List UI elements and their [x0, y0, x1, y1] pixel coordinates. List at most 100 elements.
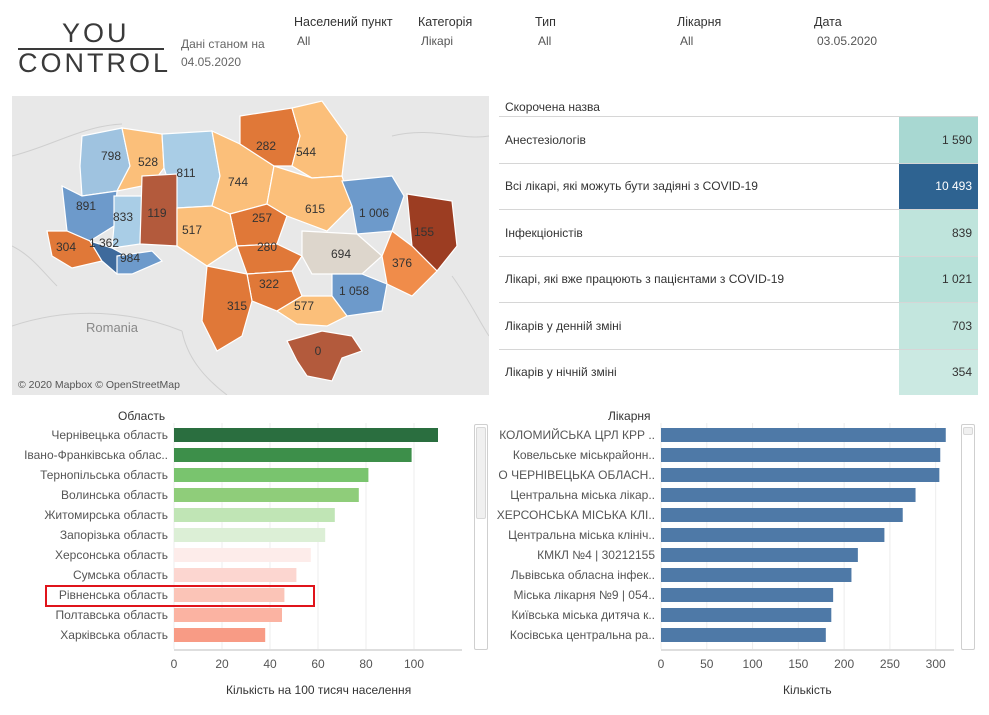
filter-label: Категорія [418, 15, 473, 29]
filter-settlement[interactable]: Населений пункт All [294, 15, 393, 48]
bar[interactable] [661, 628, 826, 642]
bar[interactable] [174, 568, 297, 582]
map-label: 528 [138, 155, 158, 169]
map-label: 798 [101, 149, 121, 163]
map-label: 833 [113, 210, 133, 224]
bar[interactable] [174, 528, 326, 542]
filter-value[interactable]: 03.05.2020 [817, 34, 878, 48]
bar[interactable] [661, 548, 858, 562]
category-label: Тернопільська область [40, 468, 168, 482]
region-kirovohrad[interactable] [236, 243, 303, 275]
map-value-labels: 798 528 811 744 282 544 891 833 119 257 … [56, 139, 434, 358]
bar[interactable] [661, 608, 832, 622]
table-row-value: 839 [899, 210, 978, 256]
bar[interactable] [661, 428, 946, 442]
filter-value[interactable]: All [538, 34, 552, 48]
filter-date[interactable]: Дата 03.05.2020 [814, 15, 877, 48]
filter-hospital[interactable]: Лікарня All [677, 15, 721, 48]
bar[interactable] [661, 588, 834, 602]
filter-label: Населений пункт [294, 15, 393, 29]
ukraine-map[interactable]: 798 528 811 744 282 544 891 833 119 257 … [12, 96, 489, 395]
region-kherson[interactable] [275, 295, 348, 327]
scrollbar-thumb[interactable] [476, 427, 486, 519]
bar[interactable] [174, 468, 369, 482]
region-luhansk[interactable] [406, 193, 458, 272]
map-label: 376 [392, 256, 412, 270]
map-canvas[interactable]: 798 528 811 744 282 544 891 833 119 257 … [12, 96, 489, 395]
map-label: 694 [331, 247, 351, 261]
hospital-chart-xlabel: Кількість [783, 683, 832, 697]
bar[interactable] [174, 508, 335, 522]
category-label: Житомирська область [44, 508, 168, 522]
region-sumy[interactable] [291, 100, 348, 179]
category-label: Рівненська область [59, 588, 168, 602]
scrollbar-thumb[interactable] [963, 427, 973, 435]
x-tick-label: 100 [743, 657, 763, 671]
category-label: Полтавська область [55, 608, 168, 622]
bar[interactable] [174, 448, 412, 462]
bar[interactable] [174, 608, 282, 622]
map-label: 322 [259, 277, 279, 291]
logo-rule [18, 48, 164, 50]
category-label: КОЛОМИЙСЬКА ЦРЛ КРР .. [499, 427, 655, 442]
bar[interactable] [661, 568, 852, 582]
filter-category[interactable]: Категорія Лікарі [418, 15, 472, 48]
bar[interactable] [174, 428, 438, 442]
table-row[interactable]: Лікарів у нічній зміні 354 [499, 348, 978, 395]
bar[interactable] [661, 448, 941, 462]
bar[interactable] [174, 548, 311, 562]
table-row-label: Лікарів у нічній зміні [505, 365, 617, 380]
region-chart-scrollbar[interactable] [474, 424, 488, 650]
filter-value[interactable]: Лікарі [421, 34, 454, 48]
hospital-chart-scrollbar[interactable] [961, 424, 975, 650]
map-label: 811 [176, 166, 195, 180]
bar[interactable] [661, 508, 903, 522]
logo-text-top: YOU [62, 18, 130, 48]
table-row[interactable]: Інфекціоністів 839 [499, 209, 978, 256]
bar[interactable] [661, 528, 885, 542]
filter-type[interactable]: Тип All [535, 15, 556, 48]
category-label: Київська міська дитяча к.. [511, 608, 655, 622]
x-tick-label: 250 [880, 657, 900, 671]
region-crimea[interactable] [286, 330, 363, 382]
bar[interactable] [661, 468, 940, 482]
filter-label: Дата [814, 15, 842, 29]
map-label: 280 [257, 240, 277, 254]
table-row[interactable]: Лікарів у денній зміні 703 [499, 302, 978, 349]
map-label: 257 [252, 211, 272, 225]
table-row[interactable]: Лікарі, які вже працюють з пацієнтами з … [499, 255, 978, 302]
filter-label: Лікарня [677, 15, 722, 29]
table-row-label: Анестезіологів [505, 132, 586, 147]
bar[interactable] [661, 488, 916, 502]
category-label: Центральна міська лікар.. [510, 488, 655, 502]
map-label: 544 [296, 145, 316, 159]
bar[interactable] [174, 488, 359, 502]
region-odesa[interactable] [201, 265, 253, 352]
x-tick-label: 20 [215, 657, 229, 671]
region-ternopil[interactable] [111, 195, 143, 249]
category-label: Львівська обласна інфек.. [511, 568, 655, 582]
x-tick-label: 80 [359, 657, 373, 671]
map-label: 119 [147, 206, 166, 220]
bar[interactable] [174, 588, 285, 602]
region-donetsk[interactable] [381, 230, 438, 297]
table-row[interactable]: Анестезіологів 1 590 [499, 116, 978, 163]
hospital-chart-title: Лікарня [608, 409, 651, 423]
map-borders [12, 123, 489, 395]
x-tick-label: 100 [404, 657, 424, 671]
hospital-bar-chart[interactable]: 0 50 100 150 200 250 300 КОЛОМИЙСЬКА ЦРЛ КРР ..… [495, 423, 955, 673]
region-poltava[interactable] [266, 165, 353, 232]
country-label-romania: Romania [86, 320, 139, 335]
region-chernivtsi[interactable] [116, 250, 164, 275]
map-label: 155 [414, 225, 434, 239]
bar[interactable] [174, 628, 266, 642]
filter-value[interactable]: All [680, 34, 694, 48]
filter-value[interactable]: All [297, 34, 311, 48]
region-bar-chart[interactable]: 0 20 40 60 80 100 Чернівецька область Івано-Фра… [0, 423, 475, 673]
map-label: 304 [56, 240, 76, 254]
map-label: 615 [305, 202, 325, 216]
table-row[interactable]: Всі лікарі, які можуть бути задіяні з CO… [499, 162, 978, 209]
category-label: Центральна міська клініч.. [508, 528, 655, 542]
filter-label: Тип [535, 15, 556, 29]
region-kharkiv[interactable] [341, 175, 405, 235]
